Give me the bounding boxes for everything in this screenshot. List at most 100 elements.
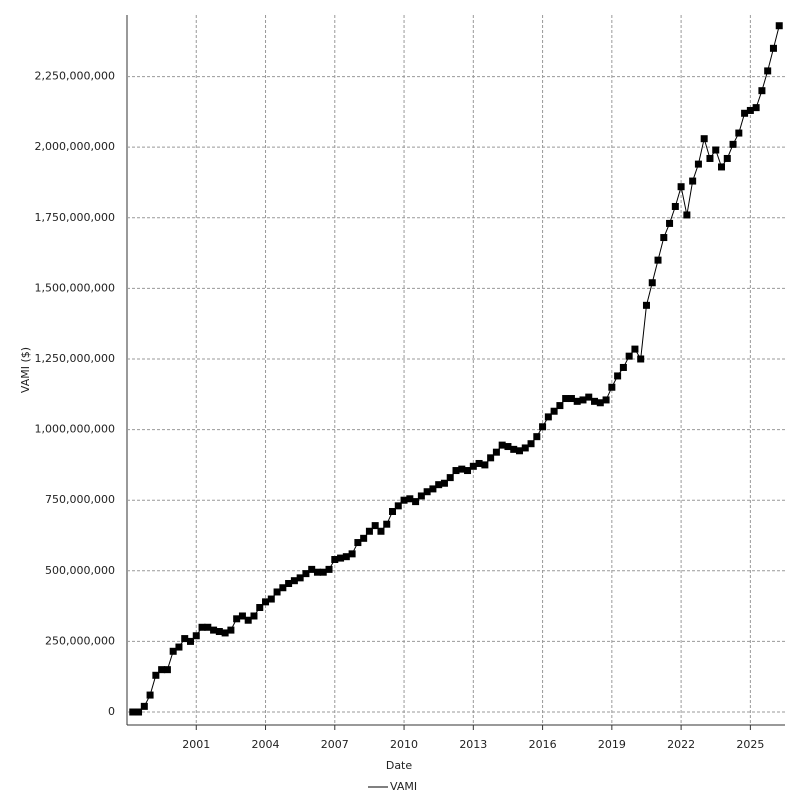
data-point bbox=[186, 637, 194, 645]
data-point bbox=[406, 495, 414, 503]
data-point bbox=[619, 363, 627, 371]
data-point bbox=[677, 183, 685, 191]
y-tick-label: 1,250,000,000 bbox=[35, 352, 115, 365]
y-tick-label: 0 bbox=[108, 705, 115, 718]
data-point bbox=[746, 106, 754, 114]
x-axis-label: Date bbox=[386, 759, 413, 772]
data-point bbox=[591, 397, 599, 405]
data-point bbox=[585, 393, 593, 401]
data-point bbox=[579, 396, 587, 404]
data-point bbox=[671, 202, 679, 210]
data-point bbox=[573, 397, 581, 405]
data-point bbox=[394, 502, 402, 510]
x-tick-label: 2025 bbox=[736, 738, 764, 751]
data-point bbox=[210, 626, 218, 634]
data-point bbox=[764, 67, 772, 75]
data-point bbox=[556, 402, 564, 410]
y-tick-label: 1,750,000,000 bbox=[35, 211, 115, 224]
data-point bbox=[625, 352, 633, 360]
data-point bbox=[515, 447, 523, 455]
data-point bbox=[758, 87, 766, 95]
data-point bbox=[712, 146, 720, 154]
x-tick-label: 2007 bbox=[321, 738, 349, 751]
data-point bbox=[602, 396, 610, 404]
data-point bbox=[221, 629, 229, 637]
data-point bbox=[608, 383, 616, 391]
data-point bbox=[487, 454, 495, 462]
data-point bbox=[527, 440, 535, 448]
data-point bbox=[498, 441, 506, 449]
data-point bbox=[163, 666, 171, 674]
data-point bbox=[700, 135, 708, 143]
data-point bbox=[192, 632, 200, 640]
data-point bbox=[389, 507, 397, 515]
data-point bbox=[175, 643, 183, 651]
data-point bbox=[562, 395, 570, 403]
data-point bbox=[302, 570, 310, 578]
data-point bbox=[723, 154, 731, 162]
data-point bbox=[544, 413, 552, 421]
data-point bbox=[735, 129, 743, 137]
series-line bbox=[132, 25, 780, 713]
data-point bbox=[325, 565, 333, 573]
x-tick-label: 2004 bbox=[252, 738, 280, 751]
y-axis-label: VAMI ($) bbox=[19, 347, 32, 393]
data-point bbox=[319, 568, 327, 576]
x-tick-label: 2016 bbox=[529, 738, 557, 751]
data-point bbox=[354, 539, 362, 547]
y-tick-label: 250,000,000 bbox=[45, 634, 115, 647]
data-point bbox=[631, 345, 639, 353]
data-point bbox=[741, 109, 749, 117]
data-point bbox=[296, 574, 304, 582]
data-point bbox=[198, 623, 206, 631]
data-point bbox=[337, 554, 345, 562]
data-point bbox=[689, 177, 697, 185]
data-point bbox=[204, 623, 212, 631]
data-point bbox=[550, 407, 558, 415]
data-point bbox=[313, 568, 321, 576]
data-point bbox=[262, 598, 270, 606]
data-point bbox=[637, 355, 645, 363]
data-point bbox=[458, 465, 466, 473]
data-point bbox=[452, 467, 460, 475]
data-point bbox=[308, 565, 316, 573]
data-point bbox=[250, 612, 258, 620]
data-point bbox=[417, 492, 425, 500]
y-tick-label: 500,000,000 bbox=[45, 564, 115, 577]
data-point bbox=[233, 615, 241, 623]
data-point bbox=[475, 459, 483, 467]
data-point bbox=[533, 433, 541, 441]
data-point bbox=[718, 163, 726, 171]
data-point bbox=[152, 671, 160, 679]
data-point bbox=[510, 445, 518, 453]
data-point bbox=[729, 140, 737, 148]
data-point bbox=[181, 635, 189, 643]
data-point bbox=[383, 520, 391, 528]
data-point bbox=[567, 395, 575, 403]
data-point bbox=[129, 708, 137, 716]
data-point bbox=[215, 628, 223, 636]
data-point bbox=[371, 522, 379, 530]
y-tick-label: 1,000,000,000 bbox=[35, 423, 115, 436]
data-point bbox=[285, 580, 293, 588]
data-point bbox=[267, 595, 275, 603]
data-point bbox=[769, 44, 777, 52]
data-point bbox=[435, 481, 443, 489]
data-point bbox=[238, 612, 246, 620]
data-point bbox=[642, 301, 650, 309]
data-point bbox=[446, 474, 454, 482]
data-point bbox=[360, 534, 368, 542]
legend-label: VAMI bbox=[390, 780, 417, 793]
data-point bbox=[158, 666, 166, 674]
data-point bbox=[400, 496, 408, 504]
x-tick-label: 2013 bbox=[459, 738, 487, 751]
data-point bbox=[331, 556, 339, 564]
data-point bbox=[348, 550, 356, 558]
data-point bbox=[464, 467, 472, 475]
data-point bbox=[596, 399, 604, 407]
data-point bbox=[694, 160, 702, 168]
data-point bbox=[146, 691, 154, 699]
data-point bbox=[440, 479, 448, 487]
data-point bbox=[423, 488, 431, 496]
